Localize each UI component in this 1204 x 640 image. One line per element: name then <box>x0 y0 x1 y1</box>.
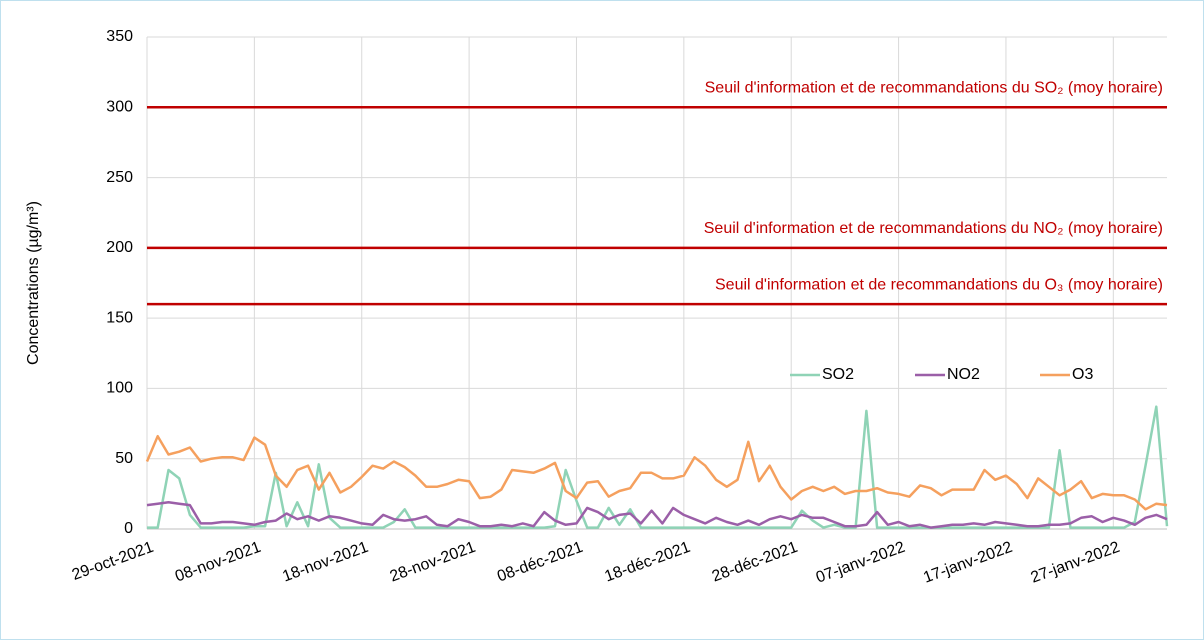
line-series <box>145 434 1168 511</box>
reference-label: Seuil d'information et de recommandation… <box>704 220 1163 237</box>
legend-label: O3 <box>1072 366 1093 383</box>
y-tick-label: 50 <box>115 450 133 467</box>
legend-label: NO2 <box>947 366 980 383</box>
reference-label: Seuil d'information et de recommandation… <box>715 276 1163 293</box>
reference-label: Seuil d'information et de recommandation… <box>705 80 1163 97</box>
y-tick-label: 0 <box>124 520 133 537</box>
y-tick-label: 100 <box>106 380 133 397</box>
legend-label: SO2 <box>822 366 854 383</box>
y-tick-label: 350 <box>106 28 133 45</box>
y-tick-label: 250 <box>106 169 133 186</box>
y-tick-label: 150 <box>106 309 133 326</box>
line-series <box>146 501 1168 529</box>
line-series <box>147 405 1169 529</box>
y-tick-label: 200 <box>106 239 133 256</box>
y-axis-label: Concentrations (µg/m³) <box>25 201 42 365</box>
y-tick-label: 300 <box>106 99 133 116</box>
